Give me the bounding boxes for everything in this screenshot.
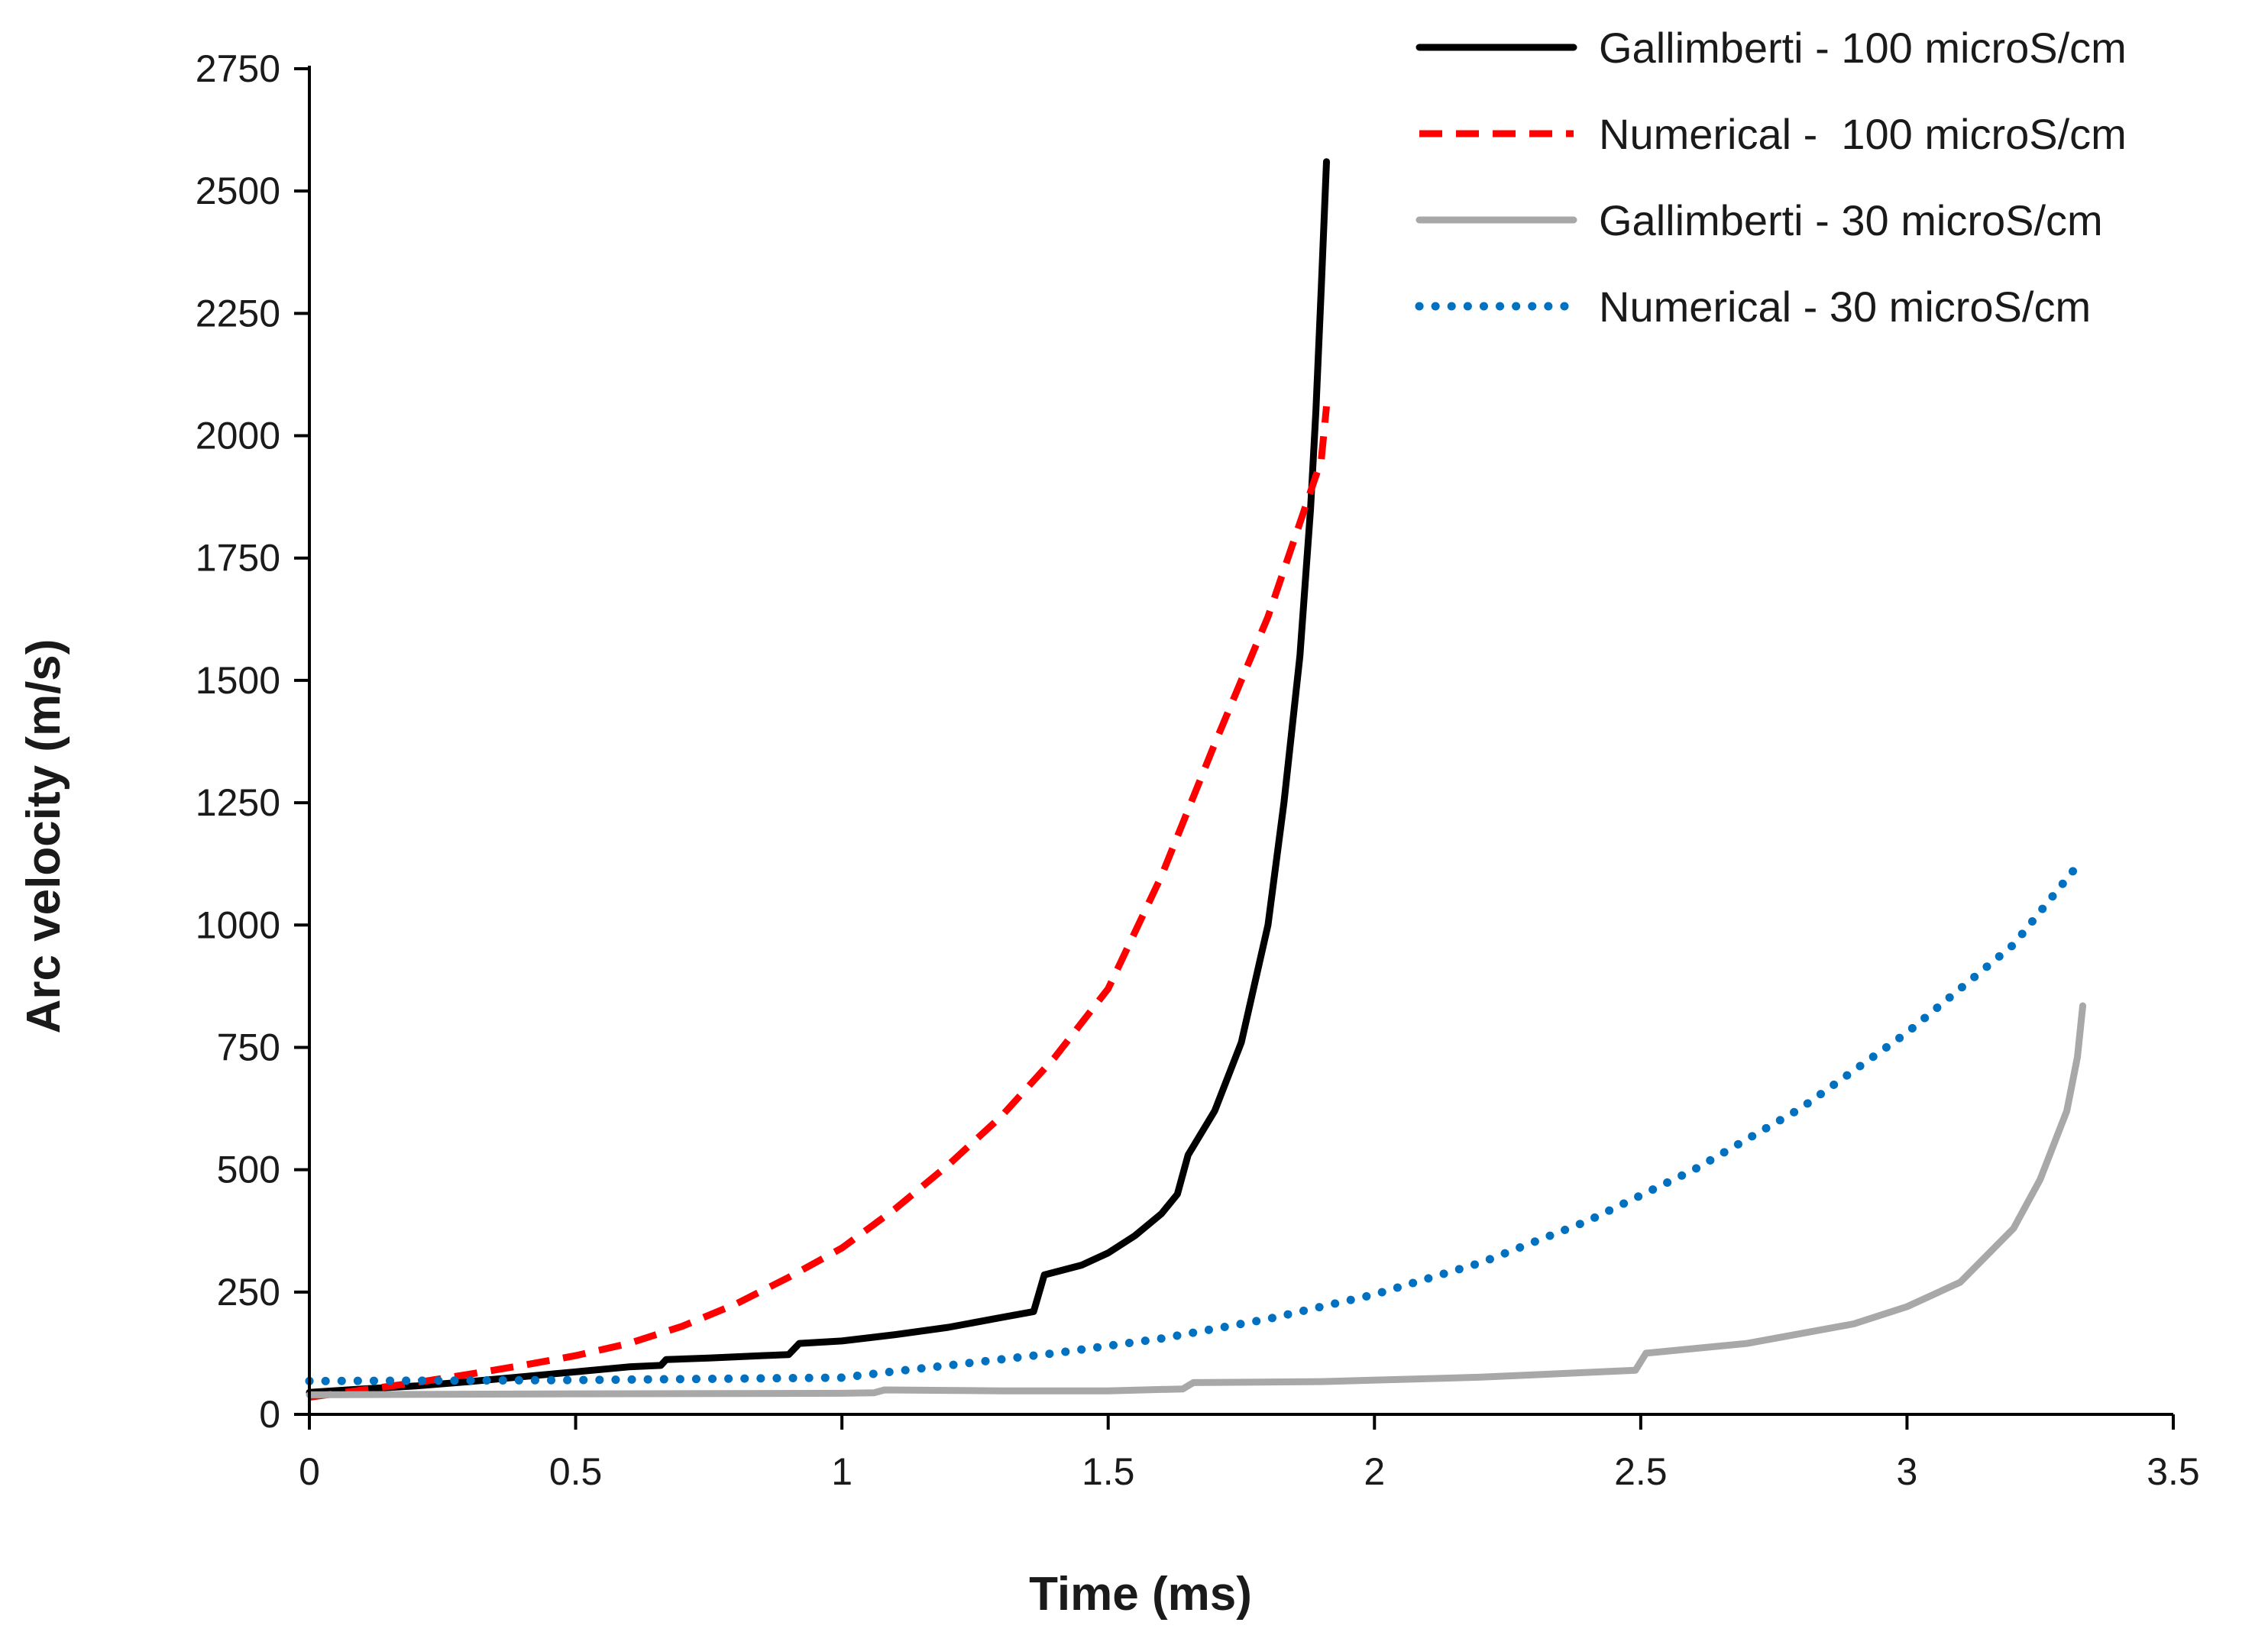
axes — [294, 66, 2175, 1430]
series-line-3 — [306, 1002, 2086, 1398]
x-tick-label: 3.5 — [2147, 1450, 2200, 1493]
x-tick-label: 0.5 — [549, 1450, 603, 1493]
y-tick-label: 500 — [217, 1149, 280, 1191]
series-lines — [305, 158, 2087, 1401]
y-tick-label: 750 — [217, 1026, 280, 1068]
legend: Gallimberti - 100 microS/cm Numerical - 1… — [1415, 24, 2127, 331]
y-tick-label: 2250 — [196, 292, 280, 334]
y-tick-label: 1000 — [196, 903, 280, 946]
legend-label-2: Numerical - 100 microS/cm — [1599, 110, 2127, 158]
x-tick-labels: 0 0.5 1 1.5 2 2.5 3 3.5 — [299, 1450, 2200, 1493]
y-tick-label: 1500 — [196, 659, 280, 702]
x-tick-label: 2.5 — [1614, 1450, 1668, 1493]
y-tick-label: 1750 — [196, 537, 280, 580]
series-line-2 — [309, 406, 1330, 1401]
series-line-4 — [305, 855, 2087, 1385]
legend-label-1: Gallimberti - 100 microS/cm — [1599, 24, 2127, 72]
y-tick-label: 1250 — [196, 781, 280, 824]
y-tick-label: 2500 — [196, 170, 280, 212]
x-tick-label: 0 — [299, 1450, 320, 1493]
x-axis-title: Time (ms) — [1029, 1568, 1252, 1621]
x-tick-label: 1 — [831, 1450, 853, 1493]
legend-label-3: Gallimberti - 30 microS/cm — [1599, 196, 2103, 244]
y-tick-label: 250 — [217, 1271, 280, 1314]
x-tick-label: 2 — [1364, 1450, 1385, 1493]
series-line-1 — [306, 158, 1330, 1396]
y-tick-label: 2000 — [196, 415, 280, 457]
x-tick-label: 3 — [1897, 1450, 1918, 1493]
legend-label-4: Numerical - 30 microS/cm — [1599, 283, 2091, 331]
y-tick-labels: 0 250 500 750 1000 1250 1500 1750 2000 2250 2500 27… — [196, 47, 280, 1436]
y-tick-label: 0 — [259, 1393, 280, 1436]
x-tick-label: 1.5 — [1082, 1450, 1135, 1493]
y-axis-title: Arc velocity (m/s) — [18, 639, 70, 1034]
y-tick-label: 2750 — [196, 47, 280, 90]
